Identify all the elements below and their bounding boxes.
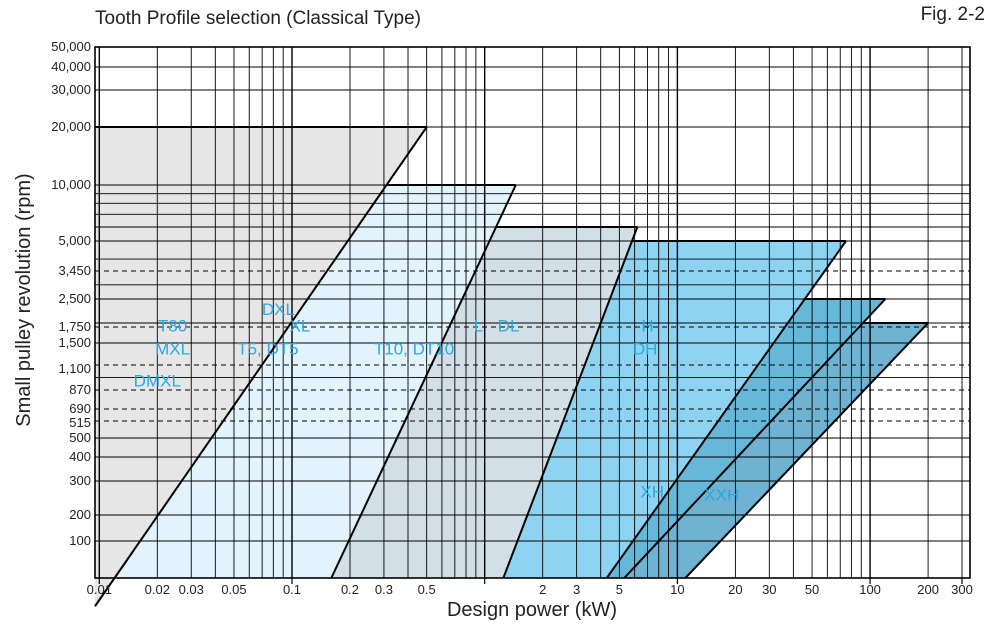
band-diagonal-6 <box>684 322 929 579</box>
x-tick-label: 3 <box>573 582 580 597</box>
band-label: T80 <box>158 316 187 335</box>
band-label: H <box>641 316 653 335</box>
band-label: XH <box>640 482 664 501</box>
x-tick-label: 5 <box>616 582 623 597</box>
x-axis-title: Design power (kW) <box>447 599 617 621</box>
y-tick-label: 1,500 <box>58 335 91 350</box>
x-tick-label: 200 <box>917 582 939 597</box>
y-tick-label: 870 <box>69 382 91 397</box>
x-tick-label: 0.02 <box>145 582 170 597</box>
band-diagonal-1 <box>94 126 428 607</box>
y-tick-label: 515 <box>69 415 91 430</box>
band-diagonal-5 <box>623 298 887 579</box>
y-tick-label: 5,000 <box>58 233 91 248</box>
y-axis-title: Small pulley revolution (rpm) <box>13 173 35 426</box>
band-label: T5, DT5 <box>237 340 298 359</box>
y-tick-label: 400 <box>69 449 91 464</box>
band-label: XL <box>290 316 311 335</box>
x-tick-labels: 0.01 0.02 0.03 0.05 0.1 0.2 0.3 0.5 2 3 5 10 20 30 50 1… <box>87 582 973 597</box>
y-tick-label: 50,000 <box>51 39 91 54</box>
y-tick-label: 200 <box>69 507 91 522</box>
y-tick-label: 100 <box>69 533 91 548</box>
x-tick-label: 0.5 <box>418 582 436 597</box>
y-tick-label: 1,100 <box>58 361 91 376</box>
band-area-5 <box>606 299 886 578</box>
y-tick-label: 500 <box>69 430 91 445</box>
y-tick-label: 40,000 <box>51 59 91 74</box>
y-tick-label: 10,000 <box>51 177 91 192</box>
x-tick-label: 20 <box>728 582 742 597</box>
band-label: MXL <box>155 340 190 359</box>
x-tick-label: 0.01 <box>87 582 112 597</box>
x-tick-label: 10 <box>670 582 684 597</box>
y-tick-label: 690 <box>69 401 91 416</box>
y-tick-label: 300 <box>69 473 91 488</box>
x-tick-label: 50 <box>805 582 819 597</box>
band-label: T10, DT10 <box>374 340 454 359</box>
band-label: DXL <box>262 300 295 319</box>
band-areas <box>95 127 929 607</box>
band-edges <box>94 126 929 607</box>
y-tick-label: 2,500 <box>58 291 91 306</box>
band-diagonal-2 <box>330 184 517 579</box>
band-label: L <box>474 316 483 335</box>
chart-title: Tooth Profile selection (Classical Type) <box>95 8 421 29</box>
band-diagonal-4 <box>605 240 847 579</box>
x-tick-label: 0.2 <box>341 582 359 597</box>
band-label: DL <box>498 316 520 335</box>
band-label: XXH <box>704 486 739 505</box>
x-tick-label: 0.3 <box>375 582 393 597</box>
plot-frame <box>94 46 971 579</box>
y-tick-label: 30,000 <box>51 82 91 97</box>
band-label: DH <box>633 340 658 359</box>
x-tick-label: 300 <box>951 582 973 597</box>
x-tick-label: 2 <box>539 582 546 597</box>
band-area-6 <box>624 323 929 578</box>
y-tick-label: 3,450 <box>58 263 91 278</box>
figure-label: Fig. 2-2 <box>921 4 985 25</box>
x-tick-label: 0.1 <box>283 582 301 597</box>
x-tick-label: 0.03 <box>179 582 204 597</box>
x-tick-label: 100 <box>859 582 881 597</box>
grid-lines <box>95 47 970 584</box>
x-tick-label: 0.05 <box>221 582 246 597</box>
y-tick-label: 1,750 <box>58 319 91 334</box>
y-tick-label: 20,000 <box>51 119 91 134</box>
x-tick-label: 30 <box>762 582 776 597</box>
band-label: DMXL <box>134 371 181 390</box>
band-diagonal-3 <box>502 226 639 579</box>
